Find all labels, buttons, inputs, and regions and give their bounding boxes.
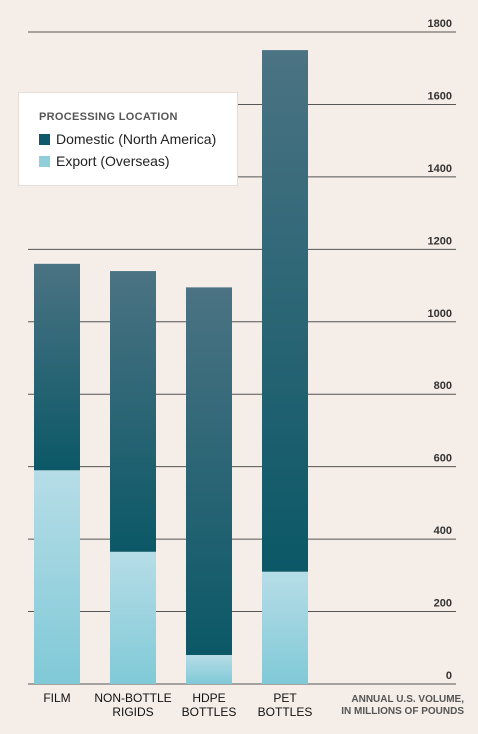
y-tick-label: 800	[434, 380, 452, 392]
bar-domestic-3	[262, 50, 308, 572]
legend-swatch-domestic	[39, 133, 50, 145]
legend: PROCESSING LOCATION Domestic (North Amer…	[18, 92, 238, 186]
y-tick-label: 0	[446, 670, 452, 682]
bar-export-0	[34, 470, 80, 684]
y-tick-label: 1200	[428, 235, 452, 247]
y-tick-label: 600	[434, 453, 452, 465]
legend-title: PROCESSING LOCATION	[39, 111, 178, 123]
axis-unit-label: ANNUAL U.S. VOLUME,	[351, 694, 464, 705]
bar-export-2	[186, 655, 232, 684]
y-tick-label: 1800	[428, 18, 452, 30]
legend-item-export: Export (Overseas)	[39, 153, 237, 169]
y-tick-label: 1000	[428, 308, 452, 320]
legend-item-domestic: Domestic (North America)	[39, 131, 237, 147]
category-label: BOTTLES	[182, 705, 237, 719]
y-tick-label: 1600	[428, 90, 452, 102]
category-label: FILM	[43, 691, 70, 705]
y-tick-label: 400	[434, 525, 452, 537]
bar-domestic-2	[186, 287, 232, 656]
bar-export-3	[262, 571, 308, 684]
y-tick-label: 200	[434, 598, 452, 610]
legend-label-export: Export (Overseas)	[56, 153, 170, 169]
category-label: RIGIDS	[112, 705, 153, 719]
legend-label-domestic: Domestic (North America)	[56, 131, 217, 147]
y-tick-label: 1400	[428, 163, 452, 175]
bar-export-1	[110, 551, 156, 684]
category-label: BOTTLES	[258, 705, 313, 719]
category-label: NON-BOTTLE	[94, 691, 171, 705]
legend-swatch-export	[39, 155, 50, 167]
category-label: PET	[273, 691, 297, 705]
bar-domestic-0	[34, 263, 80, 471]
bar-domestic-1	[110, 271, 156, 552]
axis-unit-label: IN MILLIONS OF POUNDS	[341, 706, 464, 717]
category-label: HDPE	[192, 691, 225, 705]
